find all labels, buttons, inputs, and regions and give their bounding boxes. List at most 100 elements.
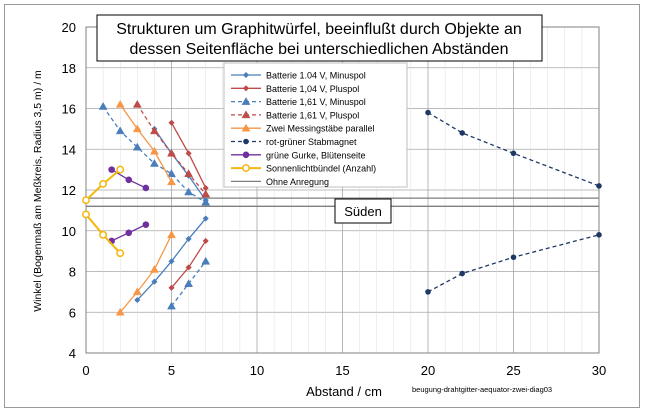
data-point (167, 169, 176, 177)
legend: Batterie 1.04 V, Minuspol Batterie 1,04 V… (231, 71, 376, 187)
data-point (459, 270, 466, 277)
data-point (185, 235, 192, 243)
data-point (151, 278, 158, 285)
y-tick-label: 16 (62, 102, 76, 117)
data-point (108, 166, 115, 173)
series-5 (425, 109, 602, 295)
footnote: beugung-drahtgitter-aequator-zwei-diag03 (412, 385, 552, 394)
legend-label-5: rot-grüner Stabmagnet (266, 137, 357, 147)
data-point (116, 249, 125, 258)
data-point (115, 307, 125, 316)
y-tick-label: 20 (62, 20, 76, 35)
data-point (168, 119, 175, 126)
data-point (596, 232, 602, 238)
legend-box (223, 62, 408, 188)
legend-marker-6 (242, 151, 250, 159)
legend-label-0: Batterie 1.04 V, Minuspol (266, 71, 366, 81)
series-line (119, 104, 173, 183)
data-point (132, 142, 142, 151)
data-point (149, 146, 159, 155)
data-point (99, 179, 108, 188)
legend-label-4: Zwei Messingstäbe parallel (266, 124, 375, 134)
x-tick-label: 5 (168, 363, 175, 378)
x-tick-label: 30 (592, 363, 606, 378)
data-point (510, 254, 517, 261)
legend-label-7: Sonnenlichtbündel (Anzahl) (266, 164, 376, 174)
data-point (132, 287, 142, 296)
y-tick-label: 18 (62, 61, 76, 76)
y-tick-label: 6 (69, 305, 76, 320)
legend-marker-0 (242, 71, 250, 79)
data-point (125, 176, 133, 184)
data-point (132, 99, 142, 108)
data-point (82, 210, 90, 219)
data-point (202, 215, 209, 222)
x-tick-label: 15 (335, 363, 349, 378)
data-point (425, 289, 431, 295)
data-point (510, 150, 517, 157)
data-point (201, 197, 211, 206)
data-point (167, 177, 176, 186)
legend-label-8: Ohne Anregung (266, 177, 329, 187)
data-point (98, 101, 108, 110)
series-7 (82, 165, 125, 258)
data-point (184, 187, 194, 196)
data-point (201, 256, 211, 265)
legend-label-6: grüne Gurke, Blütenseite (266, 150, 366, 160)
tick-labels: 0 5 10 15 20 25 30 4 6 8 10 12 14 16 18 20 (62, 20, 607, 378)
series-4 (115, 99, 176, 316)
data-point (149, 264, 159, 273)
data-point (115, 126, 125, 135)
data-point (149, 126, 159, 135)
data-point (167, 301, 176, 310)
legend-label-3: Batterie 1,61 V, Pluspol (266, 110, 359, 120)
series-layer (82, 99, 602, 316)
legend-label-1: Batterie 1,04 V, Pluspol (266, 84, 359, 94)
data-point (201, 189, 211, 198)
data-point (596, 183, 602, 189)
data-point (167, 230, 176, 239)
data-point (425, 109, 431, 116)
series-line (427, 234, 600, 293)
data-point (184, 169, 194, 177)
x-tick-label: 0 (82, 363, 89, 378)
data-point (185, 264, 192, 271)
x-tick-label: 10 (250, 363, 264, 378)
y-tick-label: 12 (62, 183, 76, 198)
data-point (125, 229, 133, 237)
series-line (427, 112, 600, 187)
series-3 (132, 99, 211, 198)
data-point (115, 99, 125, 108)
y-axis-label: Winkel (Bogenmaß am Meßkreis, Radius 3,5… (32, 70, 44, 312)
data-point (168, 284, 175, 291)
data-point (132, 124, 142, 133)
y-tick-label: 14 (62, 142, 76, 157)
legend-marker-3 (241, 110, 251, 119)
data-point (149, 159, 159, 167)
series-line (119, 234, 173, 313)
y-tick-label: 8 (69, 265, 76, 280)
title-line-2: dessen Seitenfläche bei unterschiedliche… (130, 41, 509, 58)
data-point (99, 230, 108, 239)
series-1 (168, 119, 209, 291)
data-point (184, 279, 194, 287)
chart: 0 5 10 15 20 25 30 4 6 8 10 12 14 16 18 20 Strukturen u… (32, 14, 607, 399)
legend-marker-2 (241, 97, 251, 105)
series-2 (98, 101, 211, 310)
legend-marker-7 (242, 164, 250, 173)
y-tick-label: 4 (69, 346, 76, 361)
annotation-label: Süden (344, 204, 382, 219)
legend-label-2: Batterie 1,61 V, Minuspol (266, 97, 366, 107)
legend-marker-5 (243, 138, 249, 145)
title-line-1: Strukturen um Graphitwürfel, beeinflußt … (116, 21, 522, 38)
data-point (167, 148, 176, 157)
series-6 (108, 166, 150, 245)
data-point (459, 130, 466, 136)
data-point (142, 221, 150, 228)
x-axis-label: Abstand / cm (306, 384, 382, 399)
y-tick-label: 10 (62, 224, 76, 239)
legend-marker-1 (242, 85, 250, 92)
x-tick-label: 20 (421, 363, 435, 378)
data-point (116, 165, 125, 174)
legend-marker-4 (241, 123, 251, 132)
